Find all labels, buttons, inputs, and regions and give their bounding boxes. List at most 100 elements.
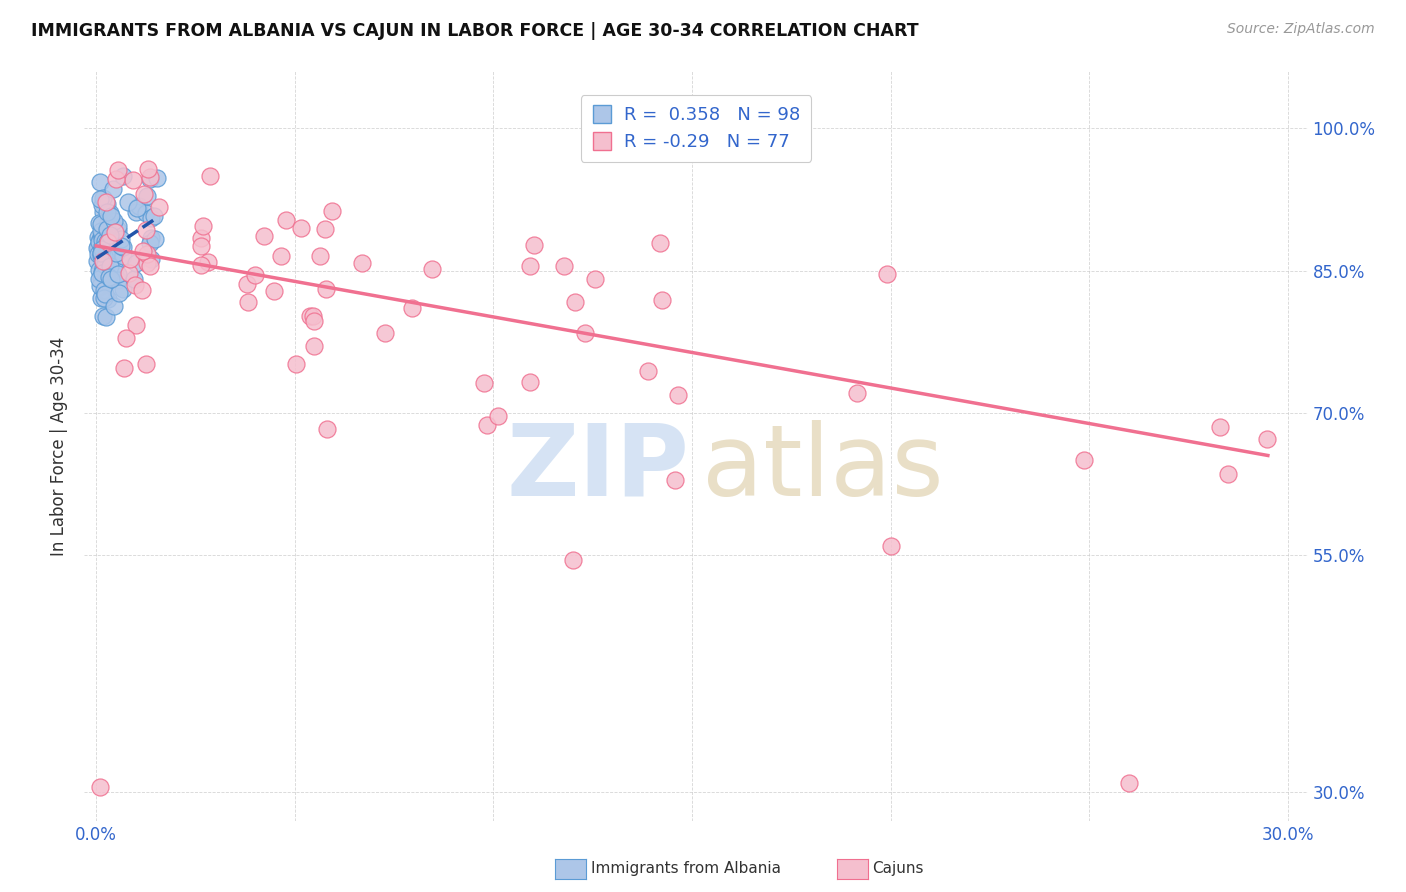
Point [89,235,111,249]
Point [91,233,114,247]
Point [87,246,110,260]
Point [108,286,131,301]
Point [90,227,112,242]
Point [98,228,121,243]
Point [197,255,219,269]
Point [143,210,166,224]
Text: Cajuns: Cajuns [872,862,924,876]
Point [124,278,146,293]
Point [148,200,170,214]
Point [263,285,285,299]
Point [191,219,214,234]
Point [91,243,114,257]
Point [316,422,339,436]
Point [107,267,129,281]
Point [120,252,142,266]
Point [125,201,148,215]
Point [139,231,162,245]
Point [519,375,541,389]
Point [103,213,125,227]
Point [121,173,143,187]
Point [87,216,110,230]
Point [583,272,606,286]
Point [243,268,266,283]
Point [135,206,157,220]
Point [110,239,132,253]
Point [666,387,689,401]
Point [100,209,122,223]
Point [96,273,118,287]
Point [91,309,114,323]
Point [91,226,114,240]
Point [299,309,322,323]
Point [94,266,117,280]
Point [104,261,127,276]
Point [94,261,117,276]
Point [103,299,125,313]
Point [352,255,374,269]
Point [125,204,148,219]
Point [91,197,114,211]
Point [1216,467,1239,482]
Point [519,259,541,273]
Point [1118,775,1140,789]
Point [89,780,111,795]
Point [94,235,117,249]
Point [97,270,120,285]
Point [96,197,118,211]
Point [90,242,112,256]
Point [112,360,135,375]
Point [97,235,120,249]
Point [198,169,221,183]
Point [94,287,117,301]
Point [475,417,498,432]
Point [125,318,148,333]
Point [89,262,111,277]
Point [94,277,117,291]
Point [879,539,901,553]
Point [146,171,169,186]
Point [118,266,141,280]
Point [135,223,157,237]
Point [139,259,162,273]
Point [105,172,128,186]
Point [1073,452,1095,467]
Point [139,211,162,225]
Point [93,254,115,268]
Point [98,205,121,219]
Point [91,229,114,244]
Point [131,284,153,298]
Point [94,248,117,262]
Point [117,194,139,209]
Point [321,204,343,219]
Point [122,271,145,285]
Point [98,259,121,273]
Point [89,232,111,246]
Point [128,198,150,212]
Point [274,212,297,227]
Point [112,240,135,254]
Point [846,385,869,400]
Y-axis label: In Labor Force | Age 30-34: In Labor Force | Age 30-34 [51,336,69,556]
Point [90,245,112,260]
Point [301,309,323,323]
Point [523,238,546,252]
Point [86,230,108,244]
Point [90,249,112,263]
Point [401,301,423,315]
Text: Source: ZipAtlas.com: Source: ZipAtlas.com [1227,22,1375,37]
Point [637,364,659,378]
Point [190,230,212,244]
Point [90,246,112,260]
Point [86,254,108,268]
Point [561,553,583,567]
Point [190,238,212,252]
Point [91,239,114,253]
Point [89,278,111,293]
Point [139,252,162,266]
Point [135,246,157,260]
Point [90,291,112,305]
Point [91,267,114,281]
Point [139,169,162,184]
Point [91,260,114,275]
